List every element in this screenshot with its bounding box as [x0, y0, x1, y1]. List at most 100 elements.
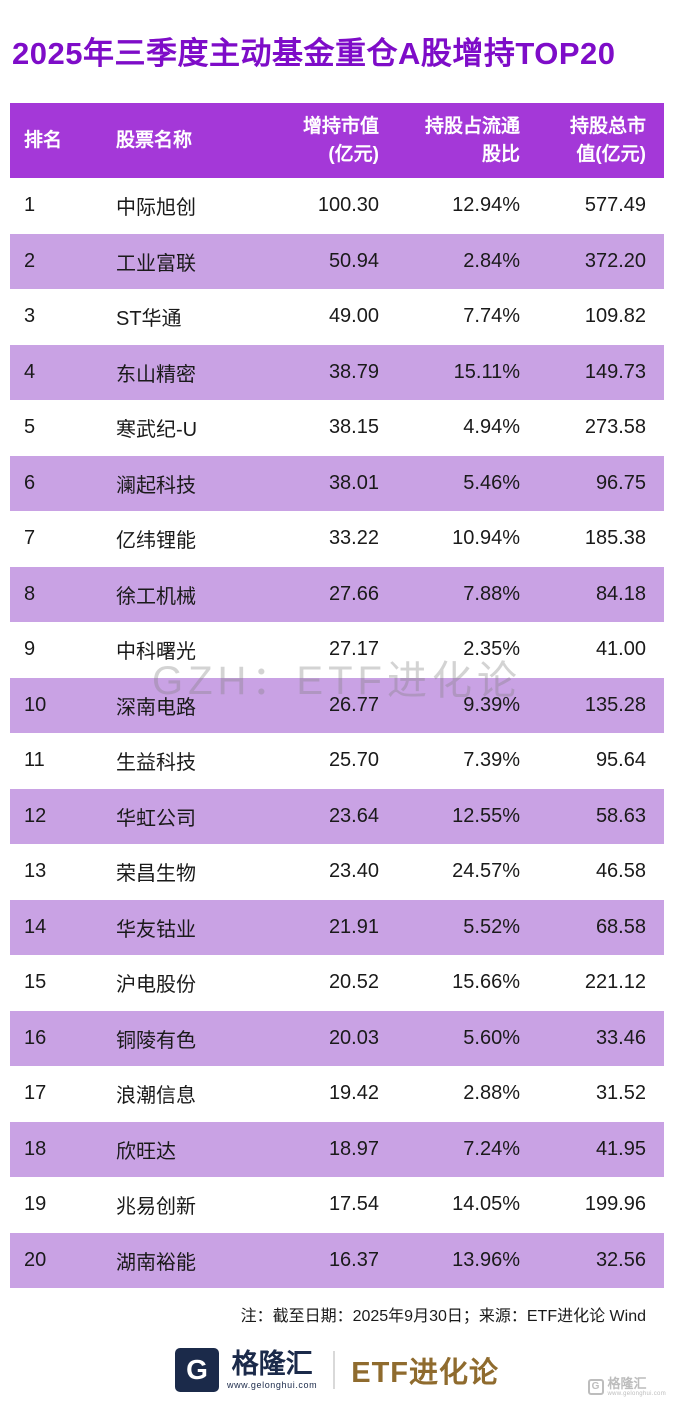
cell-increase: 38.15	[328, 416, 379, 439]
cell-increase: 27.17	[328, 638, 379, 661]
cell-rank: 8	[24, 582, 36, 605]
cell-name: 欣旺达	[116, 1140, 176, 1163]
brand-url: www.gelonghui.com	[226, 1379, 318, 1390]
cell-rank: 10	[24, 693, 47, 716]
gelonghui-logo: G 格隆汇 www.gelonghui.com	[174, 1348, 318, 1392]
cell-rank: 1	[24, 194, 36, 217]
corner-watermark: G 格隆汇 www.gelonghui.com	[587, 1377, 666, 1397]
cell-name: 中科曙光	[116, 641, 196, 664]
cell-increase: 100.30	[317, 194, 379, 217]
cell-ratio: 7.39%	[463, 749, 520, 772]
cell-name: 寒武纪-U	[116, 419, 198, 442]
cell-ratio: 13.96%	[452, 1248, 520, 1271]
cell-ratio: 7.88%	[463, 582, 520, 605]
table-body: 1 中际旭创 100.30 12.94% 577.49 2 工业富联 50.94 2.84% 37…	[10, 178, 664, 1288]
footer-brand-bar: G 格隆汇 www.gelonghui.com ETF进化论	[10, 1344, 664, 1396]
cell-name: ST华通	[116, 308, 182, 331]
table-row: 9 中科曙光 27.17 2.35% 41.00	[10, 622, 664, 678]
table-row: 5 寒武纪-U 38.15 4.94% 273.58	[10, 400, 664, 456]
cell-name: 澜起科技	[116, 474, 196, 497]
footnote: 注：截至日期：2025年9月30日；来源：ETF进化论 Wind	[240, 1308, 646, 1325]
cell-rank: 16	[24, 1026, 47, 1049]
table-row: 15 沪电股份 20.52 15.66% 221.12	[10, 955, 664, 1011]
corner-brand-text: 格隆汇 www.gelonghui.com	[608, 1377, 666, 1397]
table-row: 16 铜陵有色 20.03 5.60% 33.46	[10, 1010, 664, 1066]
cell-ratio: 2.35%	[463, 638, 520, 661]
cell-total: 31.52	[595, 1082, 646, 1105]
cell-ratio: 5.60%	[463, 1026, 520, 1049]
cell-name: 浪潮信息	[116, 1085, 196, 1108]
cell-ratio: 5.52%	[463, 915, 520, 938]
column-header: 排名	[24, 129, 63, 151]
cell-total: 84.18	[595, 582, 646, 605]
cell-increase: 20.03	[328, 1026, 379, 1049]
table-row: 12 华虹公司 23.64 12.55% 58.63	[10, 788, 664, 844]
column-header: 持股占流通 股比	[424, 115, 520, 165]
cell-increase: 16.37	[328, 1248, 379, 1271]
gelonghui-g-icon-small: G	[587, 1379, 604, 1396]
cell-name: 工业富联	[116, 252, 196, 275]
top20-table: 排名 股票名称 增持市值 (亿元) 持股占流通 股比 持股总市 值(亿元) 1 中际旭创 100.…	[10, 103, 664, 1288]
cell-total: 33.46	[595, 1026, 646, 1049]
cell-name: 深南电路	[116, 696, 196, 719]
cell-increase: 50.94	[328, 249, 379, 272]
page-title: 2025年三季度主动基金重仓A股增持TOP20	[12, 36, 616, 71]
cell-rank: 11	[24, 749, 45, 772]
cell-name: 东山精密	[116, 363, 196, 386]
cell-increase: 26.77	[328, 693, 379, 716]
cell-name: 铜陵有色	[116, 1029, 196, 1052]
cell-ratio: 2.88%	[463, 1082, 520, 1105]
cell-increase: 23.64	[328, 804, 379, 827]
cell-total: 41.95	[595, 1137, 646, 1160]
cell-name: 荣昌生物	[116, 863, 196, 886]
cell-rank: 17	[24, 1082, 47, 1105]
table-row: 14 华友钴业 21.91 5.52% 68.58	[10, 899, 664, 955]
table-header-row: 排名 股票名称 增持市值 (亿元) 持股占流通 股比 持股总市 值(亿元)	[10, 103, 664, 178]
cell-ratio: 7.74%	[463, 305, 520, 328]
cell-total: 149.73	[584, 360, 646, 383]
table-row: 17 浪潮信息 19.42 2.88% 31.52	[10, 1066, 664, 1122]
cell-name: 徐工机械	[116, 585, 196, 608]
gelonghui-brand-text: 格隆汇 www.gelonghui.com	[226, 1349, 318, 1390]
cell-name: 华友钴业	[116, 918, 196, 941]
cell-total: 109.82	[584, 305, 646, 328]
cell-increase: 27.66	[328, 582, 379, 605]
cell-total: 96.75	[595, 471, 646, 494]
table-row: 11 生益科技 25.70 7.39% 95.64	[10, 733, 664, 789]
gelonghui-g-icon: G	[174, 1348, 219, 1392]
cell-ratio: 24.57%	[452, 860, 520, 883]
cell-rank: 9	[24, 638, 36, 661]
cell-ratio: 9.39%	[463, 693, 520, 716]
cell-total: 185.38	[584, 527, 646, 550]
table-row: 13 荣昌生物 23.40 24.57% 46.58	[10, 844, 664, 900]
cell-increase: 21.91	[328, 915, 379, 938]
cell-ratio: 10.94%	[452, 527, 520, 550]
cell-total: 41.00	[595, 638, 646, 661]
cell-ratio: 14.05%	[452, 1193, 520, 1216]
cell-increase: 18.97	[328, 1137, 379, 1160]
cell-ratio: 5.46%	[463, 471, 520, 494]
cell-increase: 38.79	[328, 360, 379, 383]
cell-total: 68.58	[595, 915, 646, 938]
cell-ratio: 7.24%	[463, 1137, 520, 1160]
cell-name: 沪电股份	[116, 974, 196, 997]
cell-rank: 3	[24, 305, 36, 328]
cell-ratio: 4.94%	[463, 416, 520, 439]
cell-total: 199.96	[584, 1193, 646, 1216]
cell-name: 生益科技	[116, 752, 196, 775]
cell-increase: 17.54	[328, 1193, 379, 1216]
cell-rank: 6	[24, 471, 36, 494]
cell-increase: 20.52	[328, 971, 379, 994]
cell-name: 兆易创新	[116, 1196, 196, 1219]
table-row: 4 东山精密 38.79 15.11% 149.73	[10, 344, 664, 400]
cell-increase: 23.40	[328, 860, 379, 883]
cell-ratio: 12.55%	[452, 804, 520, 827]
cell-rank: 13	[24, 860, 47, 883]
cell-total: 135.28	[584, 693, 646, 716]
cell-increase: 49.00	[328, 305, 379, 328]
cell-total: 95.64	[595, 749, 646, 772]
cell-total: 372.20	[584, 249, 646, 272]
etf-brand-name: ETF进化论	[351, 1357, 500, 1389]
cell-increase: 25.70	[328, 749, 379, 772]
cell-total: 221.12	[584, 971, 646, 994]
